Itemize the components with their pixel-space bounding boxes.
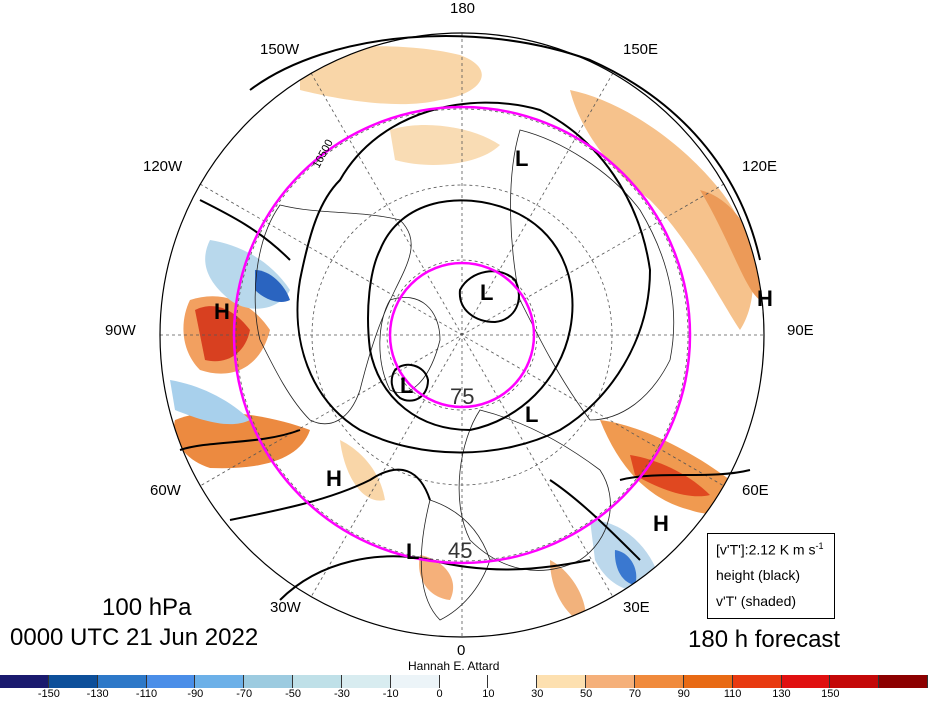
lon-label-60e: 60E: [742, 482, 769, 499]
lon-label-90w: 90W: [105, 322, 136, 339]
positive-anomaly-region: [550, 560, 586, 625]
lon-label-120w: 120W: [143, 158, 183, 175]
colorbar-swatch: [439, 675, 489, 688]
latitude-label-45: 45: [448, 538, 473, 563]
colorbar-tick-label: 10: [482, 688, 495, 700]
colorbar-swatch: [146, 675, 196, 688]
high-pressure-center: H: [214, 299, 230, 324]
colorbar-swatch: [195, 675, 245, 688]
legend-shaded-line: v'T' (shaded): [716, 593, 797, 609]
low-pressure-center: L: [480, 280, 494, 305]
colorbar-tick-label: 30: [531, 688, 544, 700]
level-title: 100 hPa: [102, 594, 192, 621]
positive-anomaly-region: [300, 46, 482, 105]
legend-scale-line: [v'T']:2.12 K m s-1: [716, 541, 824, 558]
colorbar-tick-label: -70: [236, 688, 253, 700]
colorbar-swatch: [879, 675, 928, 688]
colorbar-swatch: [781, 675, 831, 688]
forecast-title: 180 h forecast: [688, 626, 841, 653]
colorbar-swatch: [488, 675, 538, 688]
colorbar: [0, 675, 928, 688]
colorbar-tick-label: 150: [821, 688, 840, 700]
colorbar-swatch: [0, 675, 49, 688]
colorbar-tick-label: -150: [37, 688, 60, 700]
lon-label-150e: 150E: [623, 41, 659, 58]
high-pressure-center: H: [757, 286, 773, 311]
lon-label-60w: 60W: [150, 482, 181, 499]
colorbar-tick-label: -130: [86, 688, 109, 700]
negative-anomaly-region: [255, 270, 290, 302]
colorbar-swatch: [732, 675, 782, 688]
positive-anomaly-region: [340, 440, 385, 501]
colorbar-swatch: [48, 675, 98, 688]
colorbar-tick-label: -50: [285, 688, 301, 700]
lon-label-90e: 90E: [787, 322, 814, 339]
colorbar-swatch: [537, 675, 587, 688]
negative-anomaly-region: [614, 550, 637, 585]
positive-anomaly-region: [700, 190, 761, 300]
colorbar-tick-label: 130: [772, 688, 791, 700]
positive-anomaly-region: [570, 90, 754, 330]
colorbar-swatch: [830, 675, 880, 688]
colorbar-swatch: [390, 675, 440, 688]
author-credit: Hannah E. Attard: [408, 659, 500, 673]
colorbar-swatch: [586, 675, 635, 688]
colorbar-swatch: [244, 675, 294, 688]
lon-label-30w: 30W: [270, 599, 301, 616]
latitude-label-75: 75: [450, 384, 475, 409]
lon-label-180: 180: [450, 0, 476, 17]
colorbar-swatch: [634, 675, 684, 688]
positive-anomaly-region: [419, 555, 454, 600]
colorbar-tick-label: 70: [628, 688, 642, 700]
colorbar-tick-label: -90: [187, 688, 204, 700]
lon-label-0: 0: [457, 642, 466, 659]
colorbar-tick-label: -30: [333, 688, 350, 700]
high-pressure-center: H: [653, 511, 669, 536]
graticule: [160, 33, 764, 637]
low-pressure-center: L: [406, 539, 420, 564]
time-title: 0000 UTC 21 Jun 2022: [10, 624, 259, 651]
legend-box: [v'T']:2.12 K m s-1 height (black) v'T' …: [707, 533, 835, 619]
colorbar-ticks: -150 -130 -110 -90 -70 -50 -30 -10 0 10 30 50 70 90 11…: [0, 688, 928, 702]
colorbar-tick-label: 0: [436, 688, 443, 700]
height-contours: [179, 35, 761, 601]
negative-anomaly-region: [170, 380, 250, 425]
lon-label-30e: 30E: [623, 599, 650, 616]
colorbar-tick-label: 110: [723, 688, 742, 700]
colorbar-tick-label: -10: [382, 688, 399, 700]
colorbar-swatch: [683, 675, 733, 688]
colorbar-swatch: [341, 675, 391, 688]
colorbar-tick-label: 50: [579, 688, 593, 700]
colorbar-swatch: [293, 675, 342, 688]
colorbar-swatch: [97, 675, 147, 688]
high-pressure-center: H: [326, 466, 342, 491]
colorbar-tick-label: -110: [135, 688, 158, 700]
low-pressure-center: L: [515, 146, 529, 171]
low-pressure-center: L: [525, 402, 539, 427]
legend-height-line: height (black): [716, 567, 801, 583]
lon-label-120e: 120E: [742, 158, 778, 175]
magenta-circle-outer: [232, 105, 692, 565]
positive-anomaly-region: [390, 125, 500, 165]
colorbar-tick-label: 90: [677, 688, 690, 700]
magenta-circle-inner: [388, 261, 536, 409]
low-pressure-center: L: [400, 373, 414, 398]
lon-label-150w: 150W: [260, 41, 300, 58]
map-boundary: [159, 32, 765, 638]
